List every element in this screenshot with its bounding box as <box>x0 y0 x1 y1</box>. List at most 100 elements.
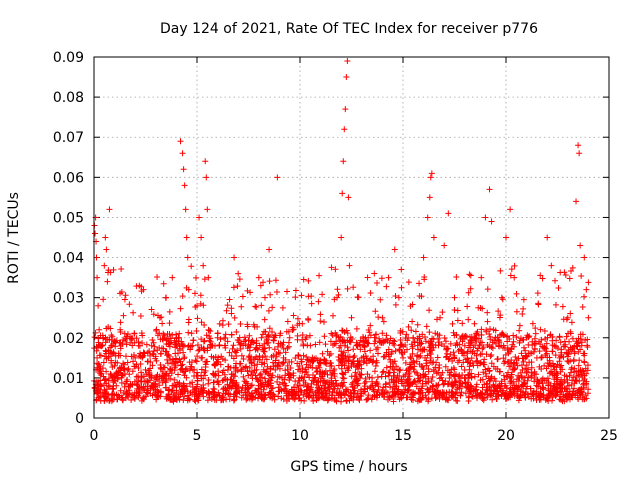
data-point <box>389 365 396 372</box>
data-point <box>292 354 299 361</box>
data-point <box>175 340 182 347</box>
data-point <box>322 368 329 375</box>
data-point <box>195 347 202 354</box>
data-point <box>457 392 464 399</box>
data-point <box>576 150 583 157</box>
data-point <box>459 320 466 327</box>
data-point <box>528 364 535 371</box>
data-point <box>179 293 186 300</box>
data-point <box>152 353 159 360</box>
data-point <box>324 348 331 355</box>
data-point <box>294 360 301 367</box>
data-point <box>584 336 591 343</box>
data-point <box>373 346 380 353</box>
data-point <box>348 360 355 367</box>
data-point <box>188 330 195 337</box>
data-point <box>523 334 530 341</box>
data-point <box>202 158 209 165</box>
data-point <box>237 345 244 352</box>
data-point <box>353 325 360 332</box>
data-point <box>569 264 576 271</box>
data-point <box>187 342 194 349</box>
data-point <box>120 312 127 319</box>
data-point <box>326 388 333 395</box>
data-point <box>102 234 109 241</box>
data-point <box>316 272 323 279</box>
data-point <box>408 391 415 398</box>
data-point <box>464 303 471 310</box>
data-point <box>117 326 124 333</box>
data-point <box>96 394 103 401</box>
data-point <box>514 393 521 400</box>
data-point <box>581 352 588 359</box>
data-point <box>467 382 474 389</box>
data-point <box>163 337 170 344</box>
data-point <box>361 343 368 350</box>
data-point <box>126 301 133 308</box>
data-point <box>398 394 405 401</box>
data-point <box>567 267 574 274</box>
data-point <box>258 334 265 341</box>
data-point <box>569 335 576 342</box>
data-point <box>97 393 104 400</box>
data-point <box>337 391 344 398</box>
data-point <box>162 378 169 385</box>
data-point <box>262 353 269 360</box>
data-point <box>331 396 338 403</box>
data-point <box>156 330 163 337</box>
data-point <box>160 364 167 371</box>
data-point <box>156 314 163 321</box>
data-point <box>184 254 191 261</box>
data-point <box>520 296 527 303</box>
data-point <box>334 294 341 301</box>
data-point <box>516 322 523 329</box>
data-point <box>560 354 567 361</box>
data-point <box>484 393 491 400</box>
data-point <box>350 284 357 291</box>
data-point <box>477 391 484 398</box>
data-point <box>525 350 532 357</box>
data-point <box>204 358 211 365</box>
data-point <box>583 380 590 387</box>
data-point <box>256 371 263 378</box>
data-point <box>468 370 475 377</box>
data-point <box>206 389 213 396</box>
data-point <box>531 335 538 342</box>
data-point <box>263 356 270 363</box>
data-point <box>93 390 100 397</box>
data-point <box>528 390 535 397</box>
data-point <box>458 363 465 370</box>
data-point <box>287 371 294 378</box>
data-point <box>265 307 272 314</box>
data-point <box>385 369 392 376</box>
data-point <box>314 388 321 395</box>
data-point <box>146 371 153 378</box>
data-point <box>564 358 571 365</box>
data-point <box>563 333 570 340</box>
data-point <box>574 340 581 347</box>
data-point <box>226 296 233 303</box>
data-point <box>219 356 226 363</box>
data-point <box>297 389 304 396</box>
data-point <box>323 360 330 367</box>
data-point <box>343 398 350 405</box>
data-point <box>251 355 258 362</box>
data-point <box>344 365 351 372</box>
data-point <box>575 348 582 355</box>
data-point <box>101 262 108 269</box>
data-point <box>157 361 164 368</box>
data-point <box>523 370 530 377</box>
data-point <box>525 341 532 348</box>
data-point <box>510 332 517 339</box>
data-point <box>562 271 569 278</box>
data-point <box>484 286 491 293</box>
data-point <box>578 273 585 280</box>
data-point <box>380 384 387 391</box>
data-point <box>453 378 460 385</box>
data-point <box>152 390 159 397</box>
data-point <box>197 292 204 299</box>
data-point <box>218 396 225 403</box>
data-point <box>280 354 287 361</box>
data-point <box>228 371 235 378</box>
data-point <box>121 330 128 337</box>
